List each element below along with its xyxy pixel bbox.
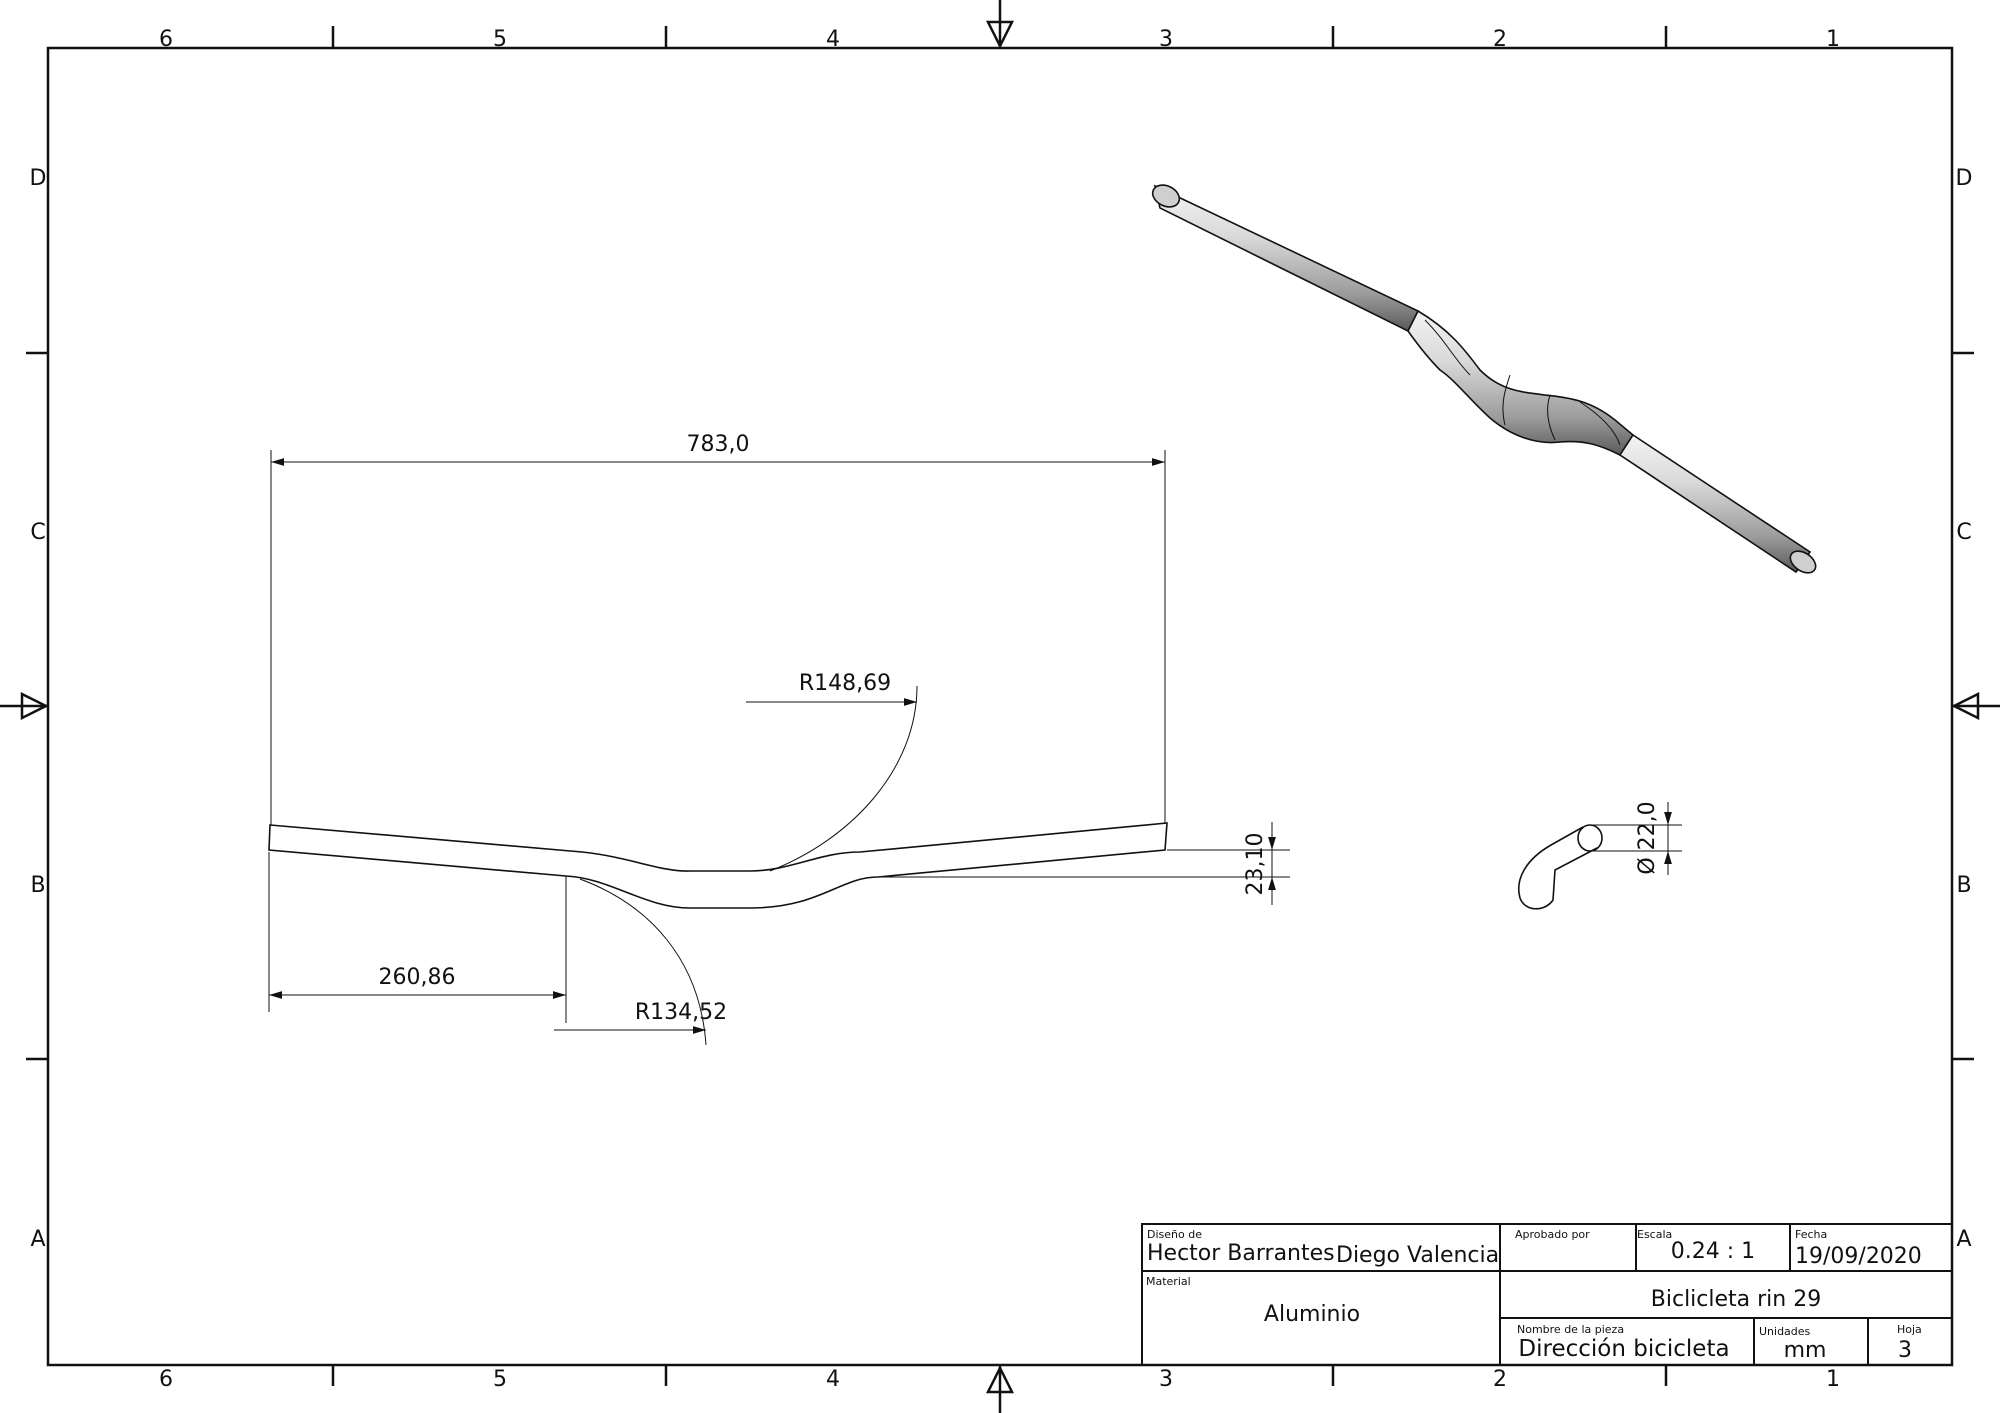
zone-bottom-6: 6 — [159, 1367, 173, 1392]
part-label: Nombre de la pieza — [1517, 1323, 1624, 1336]
zone-bottom-4: 4 — [826, 1367, 840, 1392]
units-value: mm — [1784, 1338, 1827, 1363]
material-value: Aluminio — [1264, 1302, 1360, 1327]
title-block-text: Diseño de Hector Barrantes Diego Valenci… — [1146, 1228, 1922, 1363]
designer-2: Diego Valencia — [1336, 1243, 1499, 1268]
zone-bottom-5: 5 — [493, 1367, 507, 1392]
dim-diameter: Ø 22,0 — [1635, 801, 1660, 874]
zone-left-C: C — [30, 520, 45, 545]
radius-arc-lower — [579, 878, 707, 1046]
side-view-outline — [1518, 826, 1598, 910]
designer-1: Hector Barrantes — [1147, 1241, 1335, 1266]
dim-left-section: 260,86 — [379, 965, 456, 990]
material-label: Material — [1146, 1275, 1191, 1288]
zone-left-D: D — [30, 166, 47, 191]
dim-radius-upper: R148,69 — [799, 671, 891, 696]
zone-right-B: B — [1956, 873, 1971, 898]
side-view — [1518, 802, 1682, 910]
zone-top-1: 1 — [1826, 27, 1840, 52]
sheet-value: 3 — [1898, 1338, 1912, 1363]
radius-arc-upper — [769, 685, 918, 872]
zone-right-D: D — [1956, 166, 1973, 191]
units-label: Unidades — [1759, 1325, 1811, 1338]
zone-bottom-2: 2 — [1493, 1367, 1507, 1392]
date-label: Fecha — [1795, 1228, 1827, 1241]
handlebar-outline — [268, 822, 1168, 909]
isometric-view — [1151, 184, 1817, 574]
front-view-dimensions: 783,0 260,86 R148,69 R134,52 23,10 — [379, 432, 1268, 1025]
zone-bottom-1: 1 — [1826, 1367, 1840, 1392]
scale-label: Escala — [1637, 1228, 1672, 1241]
zone-right-A: A — [1956, 1227, 1971, 1252]
zone-left-B: B — [30, 873, 45, 898]
part-value: Dirección bicicleta — [1518, 1336, 1729, 1362]
dim-overall-width: 783,0 — [687, 432, 750, 457]
sheet-label: Hoja — [1897, 1323, 1922, 1336]
zone-top-4: 4 — [826, 27, 840, 52]
dim-rise: 23,10 — [1243, 833, 1268, 896]
zone-top-3: 3 — [1159, 27, 1173, 52]
scale-value: 0.24 : 1 — [1671, 1239, 1755, 1264]
sheet-frame — [26, 26, 1974, 1386]
zone-bottom-3: 3 — [1159, 1367, 1173, 1392]
title-block — [1141, 1223, 1953, 1366]
approved-label: Aprobado por — [1515, 1228, 1590, 1241]
zone-top-5: 5 — [493, 27, 507, 52]
dim-radius-lower: R134,52 — [635, 1000, 727, 1025]
date-value: 19/09/2020 — [1795, 1244, 1922, 1269]
project-title: Biclicleta rin 29 — [1651, 1287, 1821, 1312]
zone-right-C: C — [1956, 520, 1971, 545]
zone-top-2: 2 — [1493, 27, 1507, 52]
zone-left-A: A — [30, 1227, 45, 1252]
design-label: Diseño de — [1147, 1228, 1202, 1241]
zone-labels: 6 5 4 3 2 1 6 5 4 3 2 1 D C B A D C B A — [30, 27, 1973, 1392]
zone-top-6: 6 — [159, 27, 173, 52]
front-view — [268, 450, 1290, 1046]
